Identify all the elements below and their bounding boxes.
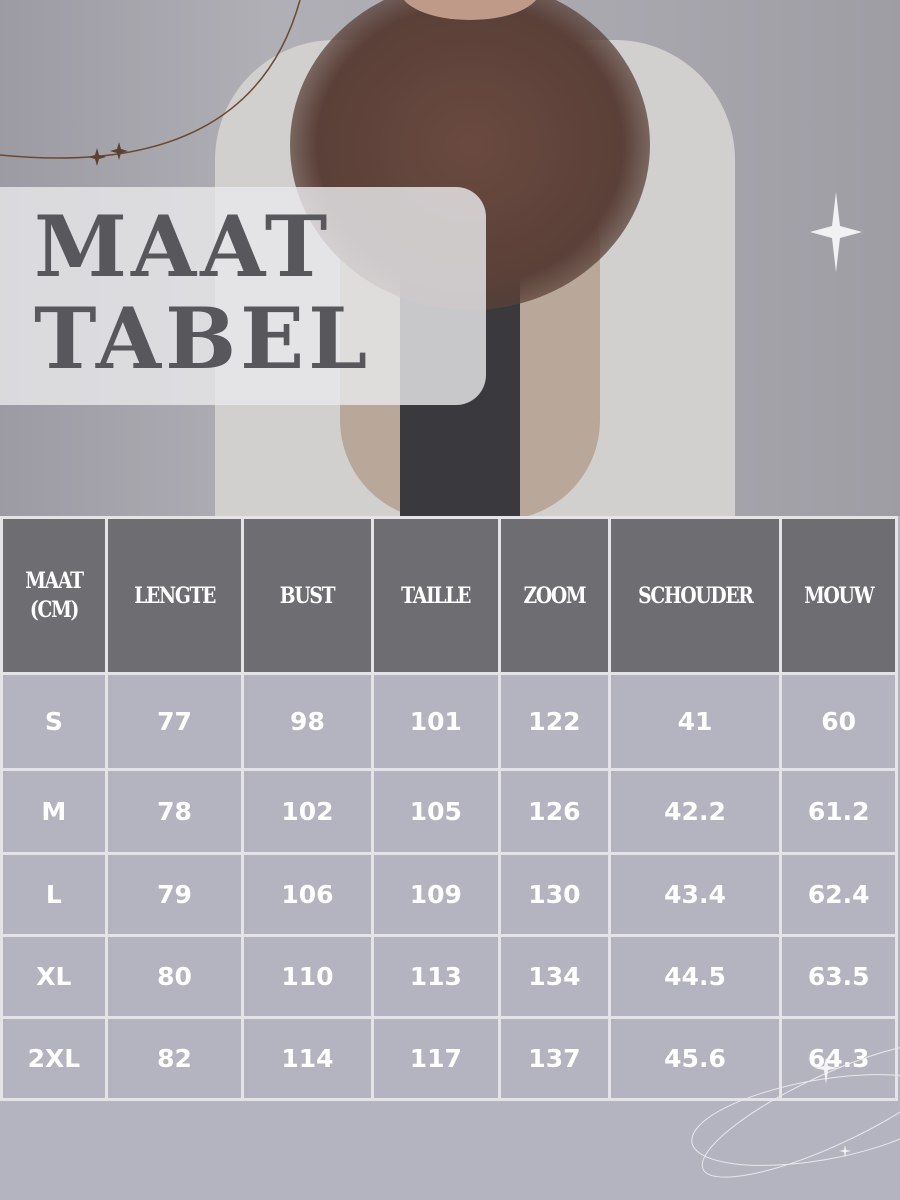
cell: 63.5 xyxy=(779,934,898,1019)
size-table: MAAT (CM) LENGTE BUST TAILLE ZOOM SCHOUD… xyxy=(0,516,898,1101)
cell: 80 xyxy=(104,934,245,1019)
cell: 79 xyxy=(104,852,245,937)
header-zoom: ZOOM xyxy=(498,516,611,675)
cell: 98 xyxy=(241,672,374,771)
cell: M xyxy=(0,768,108,855)
cell: 110 xyxy=(241,934,374,1019)
table-header-row: MAAT (CM) LENGTE BUST TAILLE ZOOM SCHOUD… xyxy=(0,516,898,675)
table-row: M 78 102 105 126 42.2 61.2 xyxy=(0,768,898,855)
cell: 113 xyxy=(370,934,502,1019)
cell: 61.2 xyxy=(779,768,898,855)
page-title-line1: MAAT xyxy=(34,197,332,296)
cell: 42.2 xyxy=(607,768,783,855)
sparkle-icon xyxy=(110,142,128,160)
table-row: L 79 106 109 130 43.4 62.4 xyxy=(0,852,898,937)
header-schouder: SCHOUDER xyxy=(607,516,783,675)
orbit-line xyxy=(691,1074,900,1166)
header-maat: MAAT (CM) xyxy=(0,516,108,675)
table-row: 2XL 82 114 117 137 45.6 64.3 xyxy=(0,1016,898,1101)
sparkle-icon xyxy=(814,1058,838,1084)
header-bust: BUST xyxy=(241,516,374,675)
cell: 105 xyxy=(370,768,502,855)
sparkle-icon xyxy=(839,1145,851,1158)
cell: 62.4 xyxy=(779,852,898,937)
header-mouw: MOUW xyxy=(779,516,898,675)
cell: 41 xyxy=(607,672,783,771)
cell: 77 xyxy=(104,672,245,771)
cell: XL xyxy=(0,934,108,1019)
cell: 60 xyxy=(779,672,898,771)
cell: 102 xyxy=(241,768,374,855)
cell: 106 xyxy=(241,852,374,937)
cell: 43.4 xyxy=(607,852,783,937)
arc-line xyxy=(0,0,301,159)
orbit-line xyxy=(701,1042,900,1178)
cell: 44.5 xyxy=(607,934,783,1019)
cell: 109 xyxy=(370,852,502,937)
cell: S xyxy=(0,672,108,771)
page-title-line2: TABEL xyxy=(34,289,372,388)
cell: 137 xyxy=(498,1016,611,1101)
cell: 2XL xyxy=(0,1016,108,1101)
cell: 101 xyxy=(370,672,502,771)
sparkle-icon xyxy=(88,148,106,166)
cell: 134 xyxy=(498,934,611,1019)
sparkle-icon xyxy=(810,192,862,272)
table-row: S 77 98 101 122 41 60 xyxy=(0,672,898,771)
cell: 45.6 xyxy=(607,1016,783,1101)
header-lengte: LENGTE xyxy=(104,516,245,675)
cell: 82 xyxy=(104,1016,245,1101)
cell: 117 xyxy=(370,1016,502,1101)
title-banner: MAAT TABEL xyxy=(0,187,486,405)
cell: L xyxy=(0,852,108,937)
cell: 114 xyxy=(241,1016,374,1101)
cell: 130 xyxy=(498,852,611,937)
cell: 78 xyxy=(104,768,245,855)
header-taille: TAILLE xyxy=(370,516,502,675)
cell: 122 xyxy=(498,672,611,771)
table-row: XL 80 110 113 134 44.5 63.5 xyxy=(0,934,898,1019)
cell: 126 xyxy=(498,768,611,855)
